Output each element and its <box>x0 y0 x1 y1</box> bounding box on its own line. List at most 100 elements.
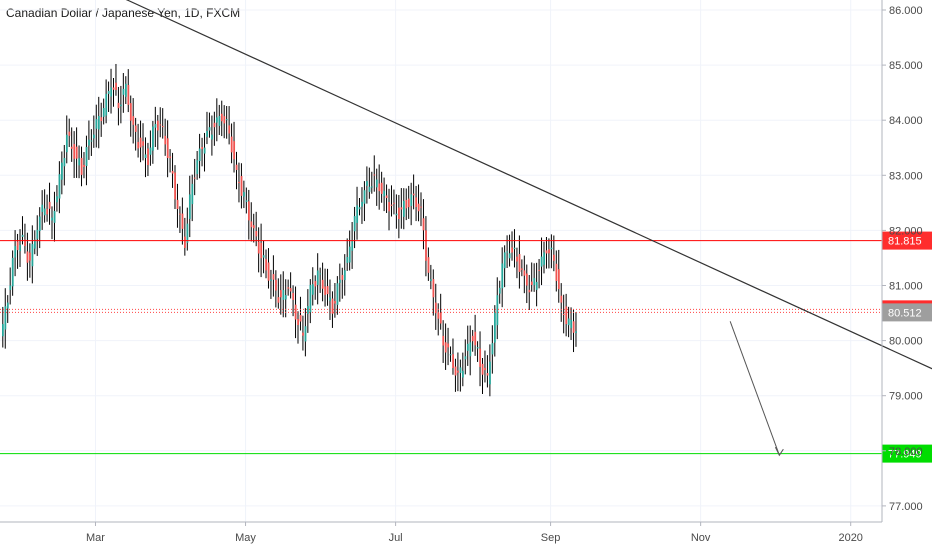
candle-body <box>88 139 90 146</box>
candle-body <box>402 200 405 217</box>
candle-body <box>430 279 432 282</box>
candle-body <box>550 247 553 250</box>
price-label-bg-support <box>882 444 932 463</box>
candle-body <box>321 279 324 289</box>
candle-body <box>169 156 172 159</box>
y-tick-label: 81.000 <box>889 281 923 293</box>
candle-body <box>326 286 329 295</box>
candle-body <box>575 331 577 334</box>
candle-body <box>156 120 159 131</box>
candle-body <box>208 127 211 131</box>
candles <box>2 63 577 397</box>
candle-body <box>545 250 548 254</box>
candle-body <box>316 270 319 286</box>
candle-body <box>257 241 260 254</box>
candle-body <box>412 193 415 196</box>
price-label-bg-dotted-lower <box>882 303 932 322</box>
price-label-resistance: 81.815 <box>888 236 922 248</box>
candle-body <box>557 269 560 290</box>
candle-body <box>250 221 253 228</box>
candle-body <box>142 141 145 146</box>
candle-body <box>186 223 189 243</box>
candle-body <box>294 304 297 320</box>
y-tick-label: 83.000 <box>889 170 923 182</box>
candle-body <box>508 253 511 259</box>
candle-body <box>415 197 418 208</box>
candle-body <box>122 88 125 95</box>
candle-body <box>390 204 393 206</box>
candle-body <box>439 312 442 324</box>
candle-body <box>388 202 391 212</box>
candle-body <box>95 119 98 129</box>
candle-body <box>6 302 9 309</box>
candle-body <box>279 290 282 298</box>
candle-body <box>58 174 61 199</box>
candle-body <box>471 335 474 342</box>
candle-body <box>147 148 149 166</box>
candle-body <box>80 157 83 175</box>
candle-body <box>481 363 484 375</box>
candle-body <box>378 183 381 192</box>
y-tick-label: 85.000 <box>889 60 923 72</box>
candle-body <box>309 284 312 313</box>
candle-body <box>275 279 277 291</box>
candle-body <box>29 252 31 261</box>
candle-body <box>68 131 71 136</box>
candle-body <box>371 186 373 188</box>
candle-body <box>489 361 491 385</box>
y-tick-label: 84.000 <box>889 115 923 127</box>
candle-body <box>176 199 179 209</box>
candle-body <box>334 300 336 304</box>
candle-body <box>535 281 538 290</box>
grid <box>0 0 882 522</box>
candle-body <box>152 126 154 151</box>
candle-body <box>164 135 167 145</box>
candle-body <box>555 263 558 282</box>
candle-body <box>70 146 73 149</box>
candle-body <box>425 230 427 261</box>
candle-body <box>149 147 152 155</box>
candle-body <box>166 138 169 159</box>
candle-body <box>449 354 452 356</box>
price-label-support: 77.949 <box>888 449 922 461</box>
candle-body <box>14 246 17 258</box>
candle-body <box>503 252 506 269</box>
candle-body <box>297 318 299 326</box>
y-tick-label: 82.000 <box>889 225 923 237</box>
candle-body <box>33 239 36 249</box>
candle-body <box>260 242 263 259</box>
candle-body <box>9 285 12 290</box>
candle-body <box>102 108 105 117</box>
candle-body <box>112 87 115 90</box>
candle-body <box>230 136 233 153</box>
candle-body <box>351 240 354 251</box>
candle-body <box>206 130 208 137</box>
candle-body <box>78 158 81 166</box>
candle-body <box>400 207 403 210</box>
candle-body <box>53 210 56 223</box>
candle-body <box>336 283 339 305</box>
candle-body <box>36 229 39 239</box>
candle-body <box>506 251 509 253</box>
candle-body <box>486 373 489 376</box>
candle-body <box>233 141 236 160</box>
candle-body <box>51 217 53 221</box>
candle-body <box>2 324 4 337</box>
candle-body <box>469 342 472 357</box>
candle-body <box>562 313 565 315</box>
x-tick-label: Jul <box>389 532 403 544</box>
candle-body <box>341 274 344 280</box>
candle-body <box>21 234 24 237</box>
candle-body <box>137 141 140 149</box>
x-tick-label: Nov <box>691 532 711 544</box>
candle-body <box>407 198 410 208</box>
price-label-dotted-lower: 80.512 <box>888 307 922 319</box>
candle-body <box>191 183 194 205</box>
candle-body <box>16 241 19 251</box>
trendline <box>125 0 932 370</box>
candle-body <box>302 332 304 336</box>
candle-body <box>134 125 137 132</box>
candle-body <box>46 209 49 215</box>
candle-body <box>243 192 245 197</box>
candle-body <box>304 326 307 342</box>
